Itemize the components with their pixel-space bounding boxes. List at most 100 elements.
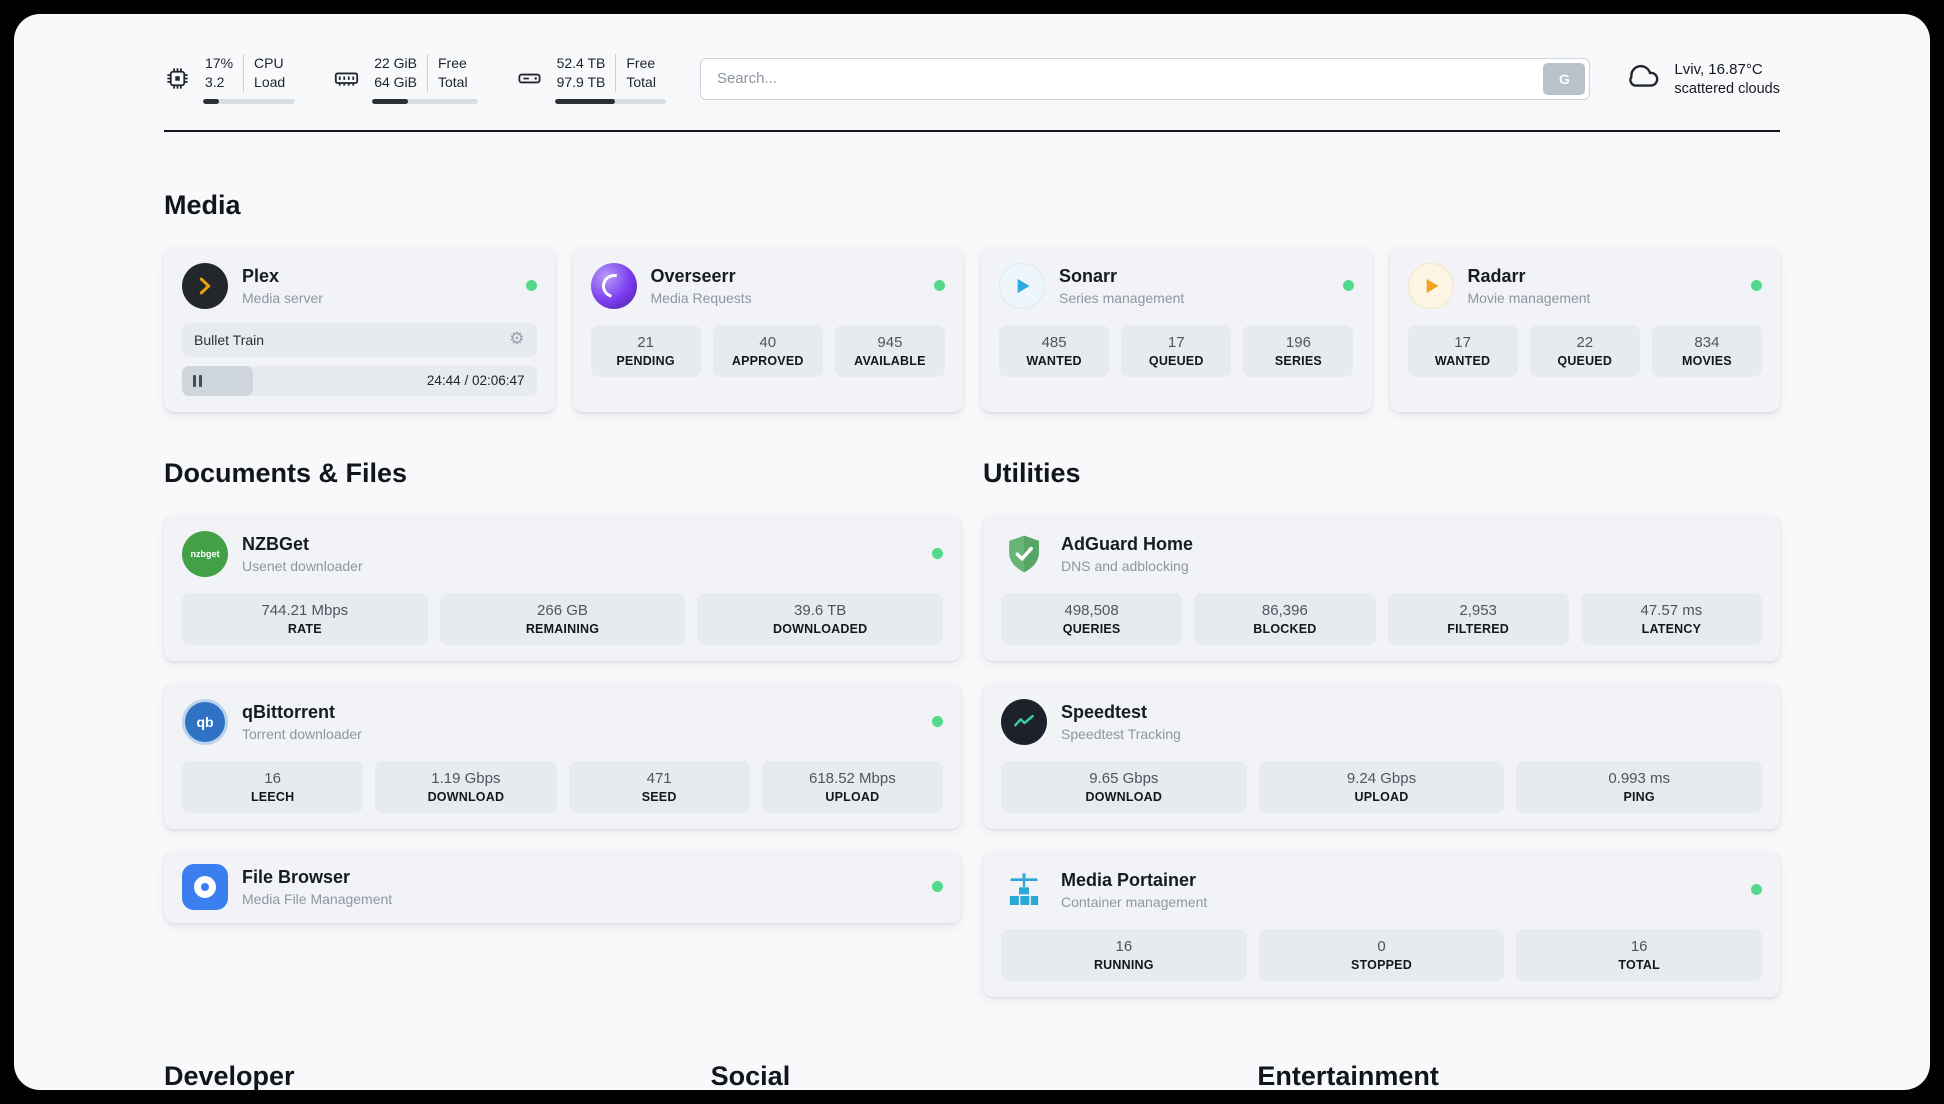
- app-name: AdGuard Home: [1061, 533, 1194, 554]
- stat-box: 266 GB REMAINING: [439, 592, 686, 645]
- app-subtitle: Media File Management: [242, 890, 393, 907]
- section-title-documents: Documents & Files: [164, 457, 408, 488]
- app-subtitle: Torrent downloader: [242, 725, 362, 742]
- stat-box: 0.993 ms PING: [1516, 760, 1762, 813]
- card-filebrowser[interactable]: File Browser Media File Management: [164, 850, 961, 923]
- playback-time: 24:44 / 02:06:47: [426, 373, 525, 389]
- now-playing-title: Bullet Train: [194, 331, 265, 348]
- stat-box: 2,953 FILTERED: [1387, 592, 1569, 645]
- search-engine-button[interactable]: G: [1543, 62, 1586, 95]
- disk-widget: 52.4 TB 97.9 TB Free Total: [516, 54, 666, 104]
- stat-box: 21 PENDING: [590, 324, 701, 377]
- section-title-developer: Developer: [164, 1060, 295, 1090]
- status-dot: [932, 548, 943, 560]
- portainer-icon: [1001, 867, 1047, 913]
- card-adguard[interactable]: AdGuard Home DNS and adblocking 498,508 Q…: [983, 514, 1780, 661]
- status-dot: [1751, 884, 1762, 896]
- cpu-values: 17% 3.2: [203, 54, 243, 92]
- app-subtitle: Media server: [242, 289, 323, 306]
- stat-box: 9.24 Gbps UPLOAD: [1258, 760, 1505, 813]
- disk-values: 52.4 TB 97.9 TB: [555, 54, 616, 92]
- stat-box: 485 WANTED: [999, 324, 1110, 377]
- status-dot: [1342, 280, 1354, 292]
- card-portainer[interactable]: Media Portainer Container management 16 R…: [983, 850, 1780, 997]
- stat-box: 196 SERIES: [1243, 324, 1354, 377]
- stat-box: 945 AVAILABLE: [834, 324, 945, 377]
- weather-location: Lviv, 16.87°C: [1674, 60, 1763, 78]
- weather-condition: scattered clouds: [1674, 80, 1780, 97]
- cpu-widget: 17% 3.2 CPU Load: [164, 54, 296, 104]
- search-input[interactable]: [704, 70, 1544, 88]
- app-subtitle: Media Requests: [650, 289, 752, 306]
- dashboard-page: 17% 3.2 CPU Load: [14, 14, 1930, 1090]
- disk-label-bottom: Total: [626, 73, 656, 90]
- status-dot: [934, 280, 945, 292]
- ram-total: 64 GiB: [374, 73, 417, 90]
- disk-progressbar: [554, 98, 666, 104]
- stat-box: 40 APPROVED: [712, 324, 823, 377]
- app-name: Plex: [242, 265, 280, 286]
- card-qbittorrent[interactable]: qb qBittorrent Torrent downloader 16 LEEC…: [164, 682, 961, 829]
- card-plex[interactable]: Plex Media server Bullet Train ⚙ 24:44: [164, 246, 555, 412]
- ram-labels: Free Total: [427, 54, 478, 92]
- radarr-icon: [1407, 262, 1454, 309]
- weather-widget: Lviv, 16.87°C scattered clouds: [1624, 57, 1780, 100]
- stat-box: 22 QUEUED: [1529, 324, 1640, 377]
- pause-button[interactable]: [182, 365, 253, 396]
- stat-box: 0 STOPPED: [1258, 928, 1505, 981]
- app-name: qBittorrent: [242, 701, 335, 722]
- stat-box: 86,396 BLOCKED: [1194, 592, 1376, 645]
- disk-free: 52.4 TB: [556, 55, 606, 71]
- ram-values: 22 GiB 64 GiB: [372, 54, 427, 92]
- stat-box: 17 QUEUED: [1121, 324, 1232, 377]
- plex-now-playing-widget: Bullet Train ⚙ 24:44 / 02:06:47: [182, 322, 537, 396]
- stat-box: 17 WANTED: [1407, 324, 1518, 377]
- stat-box: 834 MOVIES: [1651, 324, 1762, 377]
- gear-icon[interactable]: ⚙: [509, 329, 525, 350]
- app-subtitle: Movie management: [1467, 289, 1591, 306]
- stat-box: 16 LEECH: [182, 760, 364, 813]
- status-dot: [932, 716, 943, 728]
- bookmarks-social: Social LI LinkedIn linkedin.com TW Twitt…: [711, 997, 1234, 1090]
- app-name: Radarr: [1467, 265, 1526, 286]
- media-cards: Plex Media server Bullet Train ⚙ 24:44: [164, 246, 1780, 412]
- ram-icon: [333, 65, 360, 92]
- app-name: Speedtest: [1061, 701, 1148, 722]
- ram-label-bottom: Total: [438, 73, 468, 90]
- card-nzbget[interactable]: nzbget NZBGet Usenet downloader 744.21 M…: [164, 514, 961, 661]
- top-bar: 17% 3.2 CPU Load: [164, 54, 1780, 132]
- app-subtitle: Series management: [1059, 289, 1185, 306]
- stat-box: 618.52 Mbps UPLOAD: [761, 760, 943, 813]
- app-subtitle: Container management: [1061, 893, 1208, 910]
- bookmarks-developer: Developer GH Github github.com SO StackO…: [164, 997, 687, 1090]
- cpu-progressbar: [203, 98, 296, 104]
- cpu-percent: 17%: [205, 55, 234, 71]
- plex-icon: [182, 262, 228, 309]
- overseerr-icon: [590, 262, 637, 309]
- cpu-label-bottom: Load: [254, 73, 286, 90]
- card-speedtest[interactable]: Speedtest Speedtest Tracking 9.65 Gbps DO…: [983, 682, 1780, 829]
- ram-label-top: Free: [438, 55, 467, 71]
- cpu-load: 3.2: [205, 73, 225, 90]
- stat-box: 9.65 Gbps DOWNLOAD: [1001, 760, 1247, 813]
- stat-box: 498,508 QUERIES: [1001, 592, 1183, 645]
- card-sonarr[interactable]: Sonarr Series management 485 WANTED 17 QUE…: [981, 246, 1372, 412]
- cpu-icon: [164, 65, 191, 92]
- cloud-icon: [1624, 57, 1662, 100]
- search-bar: G: [699, 57, 1591, 100]
- card-overseerr[interactable]: Overseerr Media Requests 21 PENDING 40 APP…: [572, 246, 963, 412]
- playback-progressbar[interactable]: 24:44 / 02:06:47: [182, 365, 537, 396]
- status-dot: [1751, 280, 1762, 292]
- speedtest-icon: [1001, 698, 1047, 745]
- adguard-icon: [1001, 531, 1047, 577]
- app-name: Sonarr: [1059, 265, 1118, 286]
- card-radarr[interactable]: Radarr Movie management 17 WANTED 22 QUEUE…: [1389, 246, 1780, 412]
- stat-box: 39.6 TB DOWNLOADED: [697, 592, 943, 645]
- ram-widget: 22 GiB 64 GiB Free Total: [333, 54, 478, 104]
- ram-progressbar: [372, 98, 478, 104]
- cpu-labels: CPU Load: [243, 54, 295, 92]
- status-dot: [525, 280, 537, 292]
- app-subtitle: DNS and adblocking: [1061, 557, 1189, 574]
- ram-free: 22 GiB: [374, 55, 417, 71]
- filebrowser-icon: [182, 863, 228, 910]
